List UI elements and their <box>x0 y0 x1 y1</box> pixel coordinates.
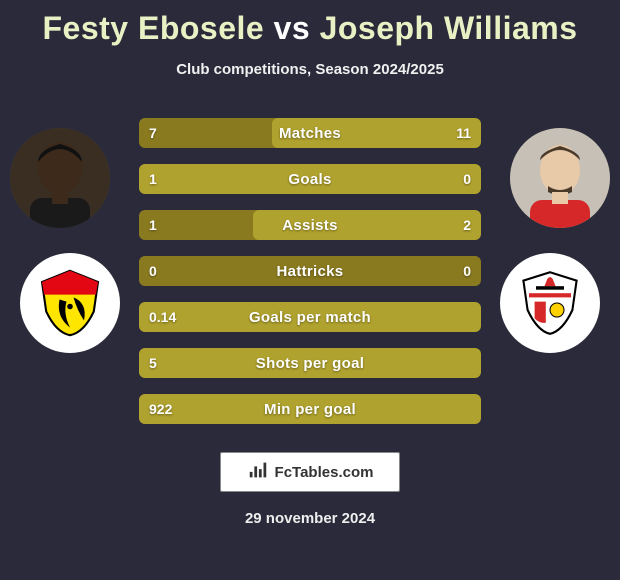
stat-label: Assists <box>139 210 481 240</box>
fctables-logo[interactable]: FcTables.com <box>220 452 400 492</box>
player1-avatar <box>10 128 110 228</box>
player1-club-crest <box>20 253 120 353</box>
stat-label: Min per goal <box>139 394 481 424</box>
stat-row: 711Matches <box>139 118 481 148</box>
player2-club-crest <box>500 253 600 353</box>
player2-name: Joseph Williams <box>320 10 578 46</box>
subtitle: Club competitions, Season 2024/2025 <box>0 61 620 78</box>
player2-avatar <box>510 128 610 228</box>
player1-name: Festy Ebosele <box>42 10 264 46</box>
stat-row: 00Hattricks <box>139 256 481 286</box>
stat-row: 12Assists <box>139 210 481 240</box>
stat-label: Goals per match <box>139 302 481 332</box>
stat-bars: 711Matches 10Goals 12Assists 00Hattricks 0.1… <box>139 118 481 440</box>
stat-row: 0.14Goals per match <box>139 302 481 332</box>
vs-text: vs <box>274 10 311 46</box>
snapshot-date: 29 november 2024 <box>0 510 620 527</box>
chart-icon <box>247 459 269 486</box>
comparison-title: Festy Ebosele vs Joseph Williams <box>0 0 620 47</box>
stat-row: 5Shots per goal <box>139 348 481 378</box>
logo-text: FcTables.com <box>275 464 374 481</box>
stat-label: Shots per goal <box>139 348 481 378</box>
stat-row: 922Min per goal <box>139 394 481 424</box>
comparison-content: 711Matches 10Goals 12Assists 00Hattricks 0.1… <box>0 108 620 448</box>
stat-label: Matches <box>139 118 481 148</box>
stat-label: Hattricks <box>139 256 481 286</box>
stat-row: 10Goals <box>139 164 481 194</box>
stat-label: Goals <box>139 164 481 194</box>
